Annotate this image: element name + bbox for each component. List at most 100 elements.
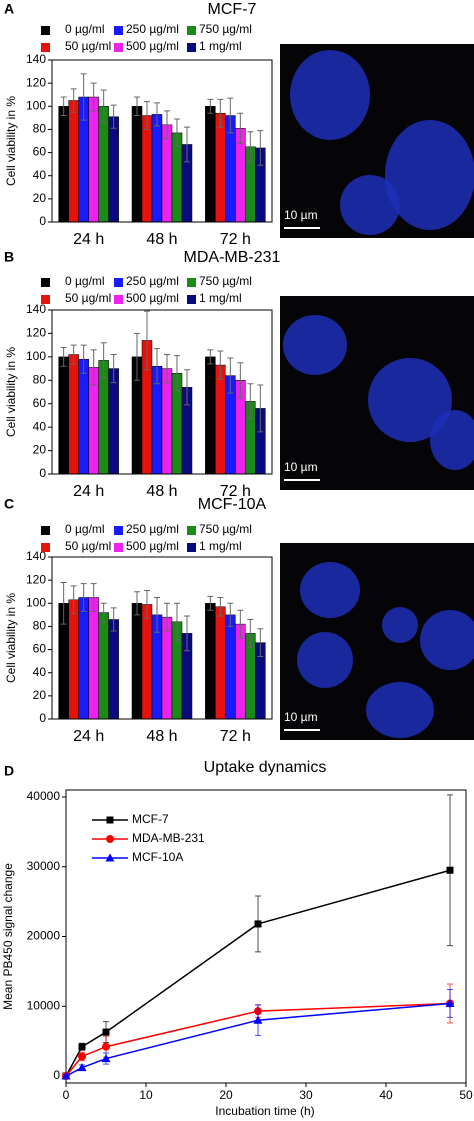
- error-bar: [164, 354, 170, 384]
- panel-letter: A: [4, 1, 14, 17]
- legend-swatch: [187, 526, 196, 535]
- error-bar: [174, 355, 180, 392]
- legend-label: 750 µg/ml: [199, 274, 252, 288]
- scale-bar-label: 10 µm: [284, 208, 318, 222]
- error-bar: [154, 348, 160, 385]
- y-tick-label: 0: [39, 711, 46, 725]
- error-bar: [207, 595, 214, 611]
- legend-label: 1 mg/ml: [199, 291, 242, 305]
- y-tick-label: 20: [33, 688, 47, 702]
- legend-label: 750 µg/ml: [199, 522, 252, 536]
- error-bar: [144, 590, 150, 619]
- bar: [161, 368, 173, 475]
- error-bar: [60, 346, 67, 367]
- x-tick-label: 72 h: [220, 728, 251, 745]
- legend-swatch: [41, 43, 50, 52]
- legend-label: 0 µg/ml: [65, 22, 105, 36]
- error-bar: [100, 89, 107, 123]
- error-bar: [184, 615, 190, 652]
- bar: [131, 106, 143, 223]
- nucleus: [300, 562, 360, 618]
- nucleus: [283, 315, 347, 375]
- legend-swatch: [41, 543, 50, 552]
- bar: [108, 116, 119, 223]
- bar: [78, 597, 89, 720]
- marker: [102, 1042, 110, 1051]
- legend-label: 1 mg/ml: [199, 539, 242, 553]
- legend-label: MCF-7: [132, 812, 169, 826]
- error-bar: [80, 344, 87, 374]
- x-tick-label: 72 h: [220, 231, 251, 248]
- y-tick-label: 100: [26, 349, 46, 363]
- bar: [78, 358, 89, 475]
- error-bar: [90, 82, 97, 112]
- legend-label: 250 µg/ml: [126, 274, 179, 288]
- y-axis-label: Cell viability in %: [4, 96, 18, 186]
- x-tick-label: 48 h: [146, 728, 177, 745]
- bar: [68, 354, 79, 475]
- legend-swatch: [187, 43, 196, 52]
- error-bar: [164, 110, 170, 140]
- error-bar: [60, 96, 67, 117]
- legend-swatch: [114, 543, 123, 552]
- error-bar: [154, 597, 160, 633]
- scale-bar-label: 10 µm: [284, 460, 318, 474]
- y-tick-label: 140: [26, 302, 46, 316]
- error-bar: [184, 369, 190, 406]
- nucleus: [430, 410, 474, 470]
- legend-marker: [105, 853, 115, 862]
- error-bar: [144, 101, 150, 130]
- chart-title: MCF-7: [208, 1, 257, 18]
- bar: [131, 603, 143, 720]
- legend-swatch: [41, 26, 50, 35]
- legend-marker: [106, 835, 114, 843]
- x-tick-label: 48 h: [146, 231, 177, 248]
- bar: [58, 106, 69, 223]
- error-bar: [110, 607, 117, 632]
- legend-label: 250 µg/ml: [126, 522, 179, 536]
- panel-letter: C: [4, 496, 14, 512]
- y-tick-label: 0: [39, 466, 46, 480]
- legend-label: 50 µg/ml: [65, 539, 111, 553]
- nucleus: [340, 175, 400, 235]
- plot-frame: [51, 309, 273, 475]
- legend-swatch: [114, 278, 123, 287]
- nucleus: [382, 607, 418, 643]
- y-tick-label: 20000: [27, 929, 61, 943]
- legend-label: 750 µg/ml: [199, 22, 252, 36]
- x-tick-label: 24 h: [73, 231, 104, 248]
- error-bar: [227, 357, 234, 394]
- legend-swatch: [187, 543, 196, 552]
- error-bar: [134, 591, 140, 616]
- legend-swatch: [41, 278, 50, 287]
- bar: [68, 100, 79, 223]
- legend-label: 500 µg/ml: [126, 39, 179, 53]
- marker: [253, 1015, 263, 1024]
- marker: [101, 1054, 111, 1063]
- nucleus: [420, 610, 474, 670]
- chart-title: Uptake dynamics: [204, 759, 327, 776]
- bar: [58, 356, 69, 475]
- legend-label: MCF-10A: [132, 850, 183, 864]
- error-bar: [110, 354, 117, 384]
- y-tick-label: 40: [33, 168, 47, 182]
- error-bar: [90, 583, 97, 612]
- error-bar: [227, 602, 234, 627]
- error-bar: [217, 350, 224, 380]
- error-bar: [257, 628, 264, 658]
- error-bar: [184, 126, 190, 163]
- bar: [68, 599, 79, 720]
- y-tick-label: 120: [26, 572, 46, 586]
- y-tick-label: 60: [33, 396, 47, 410]
- nucleus: [366, 682, 434, 738]
- chart-title: MDA-MB-231: [184, 249, 281, 266]
- legend-label: 50 µg/ml: [65, 291, 111, 305]
- error-bar: [134, 96, 140, 117]
- x-tick-label: 24 h: [73, 728, 104, 745]
- bar: [98, 106, 109, 223]
- error-bar: [217, 597, 224, 617]
- chart-title: MCF-10A: [198, 496, 267, 513]
- nucleus: [297, 632, 353, 688]
- x-tick-label: 30: [299, 1088, 313, 1102]
